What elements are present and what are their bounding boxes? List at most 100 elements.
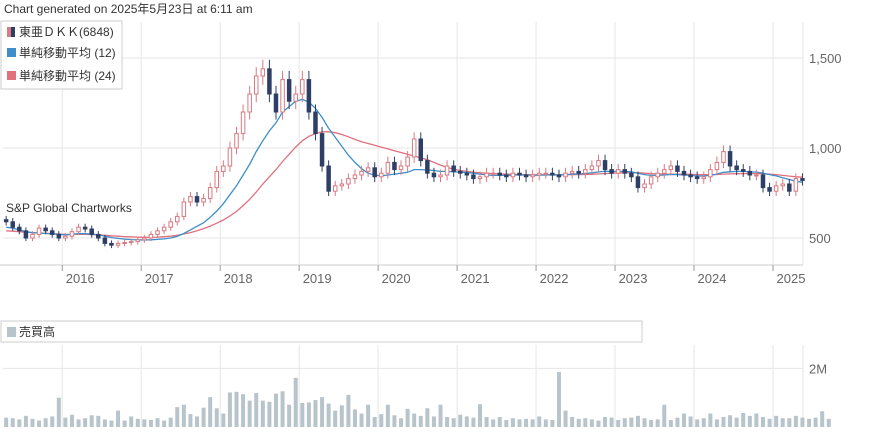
volume-bar [491, 419, 496, 427]
candle-body [227, 147, 233, 167]
price-y-tick-labels: 500 1,000 1,500 [809, 51, 842, 246]
volume-bar [30, 418, 35, 427]
volume-bar [826, 418, 831, 427]
volume-bar [721, 417, 726, 427]
candle-body [339, 183, 345, 187]
candle-body [504, 174, 509, 178]
volume-bar [800, 417, 805, 427]
volume-bar [556, 371, 561, 427]
candle-body [688, 174, 693, 178]
volume-bar [63, 417, 68, 427]
candle-body [635, 176, 641, 189]
price-legend-box [0, 20, 123, 90]
volume-bar [175, 407, 180, 427]
volume-bar [741, 412, 746, 427]
volume-bar [642, 418, 647, 427]
candle-body [96, 233, 101, 239]
volume-bar [458, 414, 463, 427]
volume-bar [168, 417, 173, 427]
candle-body [405, 156, 410, 167]
volume-bar [313, 400, 318, 427]
bar-icon [7, 327, 16, 337]
legend-item-ma12: 単純移動平均 (12) [7, 46, 116, 60]
volume-bar [497, 417, 502, 427]
volume-bar [767, 418, 772, 427]
candle-body [431, 172, 437, 178]
ma12-swatch-icon [7, 48, 16, 57]
volume-bar [583, 418, 588, 427]
volume-bar [754, 413, 759, 427]
volume-bar [616, 419, 621, 427]
legend-label-stock: 東亜ＤＫＫ(6848) [19, 25, 114, 39]
volume-bar [181, 404, 186, 427]
candle-body [681, 170, 687, 176]
candle-body [701, 176, 707, 180]
volume-bar [714, 419, 719, 427]
candle-body [332, 185, 338, 192]
candle-body [135, 239, 141, 243]
candle-body [727, 151, 733, 167]
candle-body [293, 93, 298, 102]
volume-bar [477, 404, 482, 427]
volume-bar [195, 416, 200, 427]
volume-y-tick-label: 2M [809, 361, 827, 376]
legend-label-volume: 売買高 [19, 324, 55, 339]
candle-body [550, 172, 555, 176]
candle-body [576, 170, 581, 174]
legend-label-ma24: 単純移動平均 (24) [19, 69, 116, 83]
candles-layer [3, 59, 805, 249]
volume-bar [793, 415, 798, 427]
volume-bar [201, 407, 206, 427]
volume-bar [69, 414, 74, 427]
candle-body [655, 172, 660, 178]
volume-bar [96, 415, 101, 427]
candle-body [240, 111, 246, 135]
volume-bar [622, 418, 627, 427]
ma24-swatch-icon [7, 71, 16, 80]
volume-bar [662, 404, 667, 427]
volume-bar [293, 377, 298, 427]
volume-bar [76, 419, 81, 427]
volume-bar [774, 415, 779, 427]
volume-bar [142, 419, 147, 427]
volume-bar [629, 417, 634, 427]
price-legend: 東亜ＤＫＫ(6848) 単純移動平均 (12) 単純移動平均 (24) [0, 20, 123, 90]
candle-body [668, 165, 674, 171]
volume-bar [102, 419, 107, 427]
candle-body [556, 174, 562, 178]
volume-bar [280, 391, 285, 427]
volume-bar [589, 419, 594, 427]
candle-body [642, 183, 647, 189]
volume-bar [813, 417, 818, 427]
volume-bar [333, 410, 338, 427]
candle-body [175, 215, 180, 223]
volume-bar [471, 417, 476, 427]
volume-bar [116, 410, 121, 427]
candle-body [708, 169, 713, 178]
volume-bar [517, 419, 522, 427]
volume-bar [695, 419, 700, 427]
volume-bar [649, 419, 654, 427]
volume-gridlines [3, 345, 804, 427]
volume-bar [747, 415, 752, 427]
volume-bar [668, 419, 673, 427]
candle-body [326, 165, 331, 192]
candle-body [569, 170, 575, 174]
candle-body [583, 169, 588, 174]
volume-bar [273, 393, 278, 427]
volume-bar [504, 419, 509, 427]
candle-body [102, 237, 108, 244]
candle-body [247, 93, 252, 113]
volume-bar [17, 419, 22, 427]
candle-body [800, 178, 805, 181]
volume-bar [728, 415, 733, 427]
legend-item-stock: 東亜ＤＫＫ(6848) [7, 25, 114, 39]
volume-bar [418, 415, 423, 427]
candle-body [451, 165, 456, 172]
candle-body [773, 185, 779, 192]
volume-bar [227, 392, 232, 427]
volume-bar [385, 404, 390, 427]
candle-body [36, 227, 42, 235]
x-tick-label: 2023 [619, 271, 648, 286]
volume-bar [366, 404, 371, 427]
